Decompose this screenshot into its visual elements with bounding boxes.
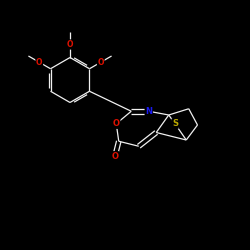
Text: O: O [36,58,43,67]
Text: N: N [145,107,152,116]
Text: O: O [67,40,73,49]
Text: O: O [113,119,120,128]
Text: S: S [172,119,178,128]
Text: O: O [98,58,104,67]
Text: O: O [112,152,118,161]
